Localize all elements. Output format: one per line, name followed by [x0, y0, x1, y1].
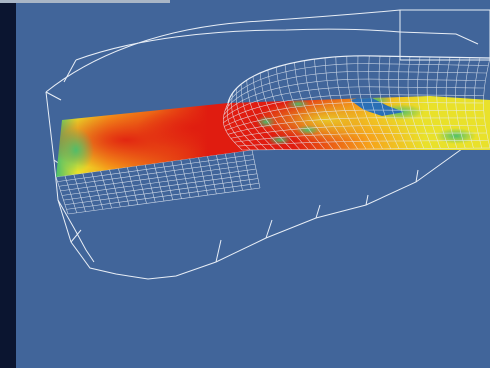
- mesh-line: [225, 109, 484, 131]
- 3d-viewport[interactable]: [16, 0, 490, 368]
- mesh-line: [58, 159, 255, 187]
- mesh-line: [234, 132, 487, 143]
- mesh-line: [224, 102, 484, 127]
- mesh-line: [57, 154, 254, 182]
- mesh-line: [61, 168, 257, 196]
- mesh-line: [224, 71, 487, 112]
- outer-hull-wireframe: [45, 9, 490, 280]
- scene-canvas[interactable]: [16, 0, 490, 368]
- mesh-line: [230, 125, 486, 139]
- top-status-strip: [0, 0, 170, 3]
- mesh-line: [223, 86, 485, 119]
- mesh-line: [226, 63, 489, 108]
- dome-outline: [227, 55, 490, 104]
- mesh-line: [66, 182, 260, 210]
- mesh-line: [238, 140, 489, 147]
- mesh-line: [64, 178, 259, 206]
- dome-mesh-grid: [223, 55, 490, 151]
- mesh-line: [223, 78, 486, 115]
- left-side-bar: [0, 0, 16, 368]
- mesh-line: [67, 187, 261, 215]
- mesh-line: [60, 163, 256, 192]
- lower-mesh-grid: [55, 149, 261, 215]
- mesh-line: [227, 117, 485, 135]
- mesh-line: [241, 147, 490, 151]
- mesh-line: [223, 94, 484, 123]
- mesh-line: [63, 173, 258, 201]
